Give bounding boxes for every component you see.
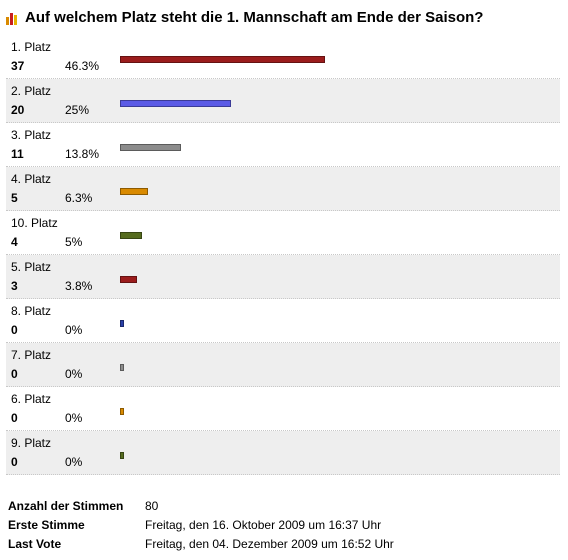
poll-option-row: 2. Platz 20 25% [6,79,560,123]
option-label: 10. Platz [11,216,58,230]
option-percent: 46.3% [65,59,100,73]
last-vote-row: Last Vote Freitag, den 04. Dezember 2009… [8,537,560,556]
poll-option-row: 7. Platz 0 0% [6,343,560,387]
option-vote-count: 37 [11,59,25,73]
option-percent: 0% [65,455,83,469]
poll-options-list: 1. Platz 37 46.3% 2. Platz 20 25% 3. Platz 11 13… [6,35,560,475]
option-vote-count: 4 [11,235,18,249]
option-label: 8. Platz [11,304,52,318]
first-vote-row: Erste Stimme Freitag, den 16. Oktober 20… [8,518,560,537]
option-result-bar [120,320,124,327]
poll-option-row: 9. Platz 0 0% [6,431,560,475]
first-vote-value: Freitag, den 16. Oktober 2009 um 16:37 U… [145,518,382,532]
option-vote-count: 0 [11,323,18,337]
option-result-bar [120,144,181,151]
first-vote-label: Erste Stimme [8,518,85,532]
option-label: 4. Platz [11,172,52,186]
option-label: 2. Platz [11,84,52,98]
last-vote-label: Last Vote [8,537,62,551]
poll-title: Auf welchem Platz steht die 1. Mannschaf… [25,8,484,26]
option-label: 7. Platz [11,348,52,362]
total-votes-row: Anzahl der Stimmen 80 [8,499,560,518]
option-vote-count: 3 [11,279,18,293]
option-result-bar [120,364,124,371]
option-result-bar [120,452,124,459]
total-votes-label: Anzahl der Stimmen [8,499,124,513]
poll-bars-icon [6,11,20,25]
option-vote-count: 11 [11,147,24,161]
option-percent: 5% [65,235,83,249]
option-percent: 13.8% [65,147,100,161]
option-label: 6. Platz [11,392,52,406]
option-result-bar [120,408,124,415]
poll-option-row: 4. Platz 5 6.3% [6,167,560,211]
option-result-bar [120,276,137,283]
last-vote-value: Freitag, den 04. Dezember 2009 um 16:52 … [145,537,394,551]
option-result-bar [120,100,231,107]
option-percent: 25% [65,103,90,117]
option-vote-count: 5 [11,191,18,205]
option-label: 9. Platz [11,436,52,450]
poll-header: Auf welchem Platz steht die 1. Mannschaf… [6,5,483,29]
option-percent: 6.3% [65,191,93,205]
option-label: 3. Platz [11,128,52,142]
poll-option-row: 1. Platz 37 46.3% [6,35,560,79]
poll-option-row: 8. Platz 0 0% [6,299,560,343]
option-vote-count: 0 [11,455,18,469]
option-percent: 0% [65,367,83,381]
option-label: 1. Platz [11,40,52,54]
option-percent: 3.8% [65,279,93,293]
poll-option-row: 6. Platz 0 0% [6,387,560,431]
poll-option-row: 5. Platz 3 3.8% [6,255,560,299]
option-result-bar [120,188,148,195]
total-votes-value: 80 [145,499,159,513]
option-vote-count: 0 [11,367,18,381]
option-result-bar [120,232,142,239]
option-label: 5. Platz [11,260,52,274]
option-vote-count: 0 [11,411,18,425]
poll-option-row: 10. Platz 4 5% [6,211,560,255]
option-percent: 0% [65,411,83,425]
option-percent: 0% [65,323,83,337]
poll-summary: Anzahl der Stimmen 80 Erste Stimme Freit… [8,499,560,556]
option-vote-count: 20 [11,103,25,117]
poll-option-row: 3. Platz 11 13.8% [6,123,560,167]
option-result-bar [120,56,325,63]
